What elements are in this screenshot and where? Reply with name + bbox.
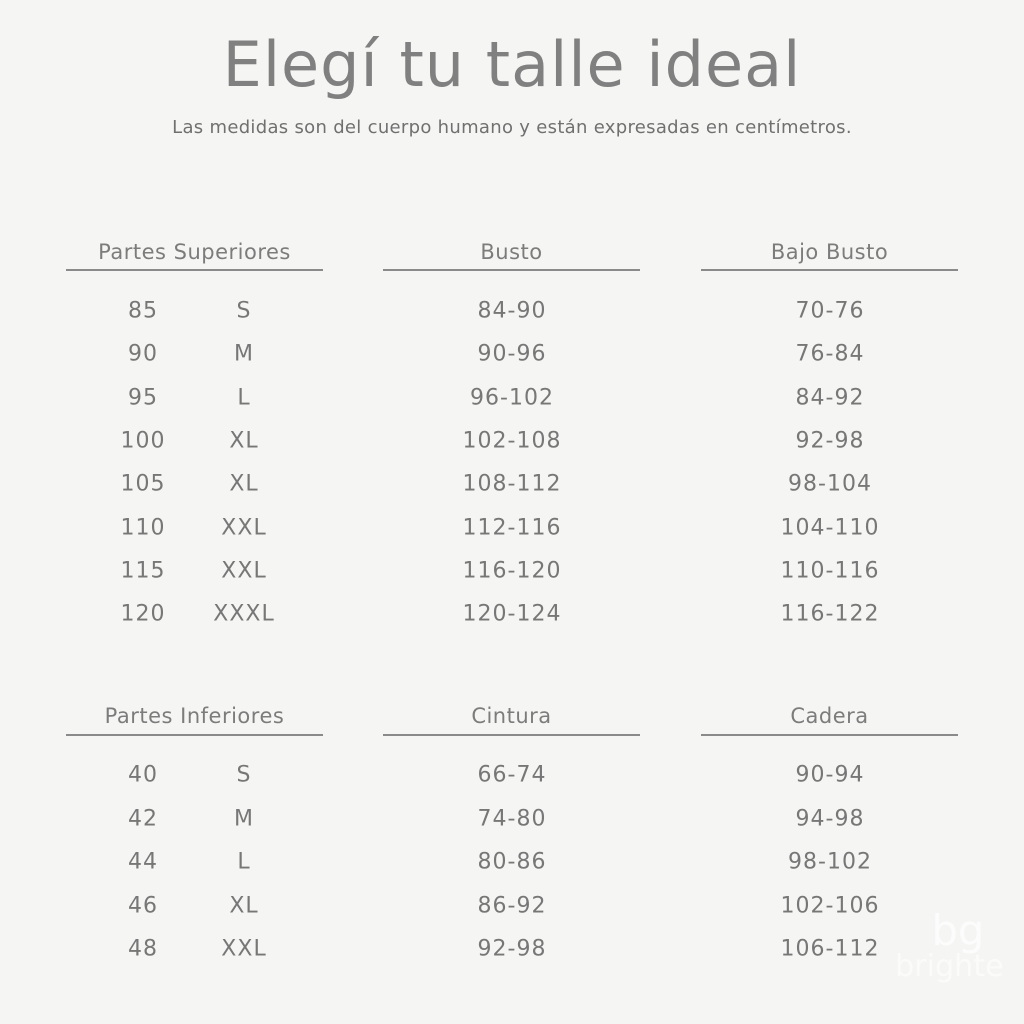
upper-row-7-size-letter: XXXL	[213, 601, 275, 627]
lower-row-2-size-letter: L	[237, 849, 251, 875]
upper-row-1-measure-1: 90-96	[477, 341, 547, 367]
lower-header-1: Cintura	[471, 704, 552, 728]
upper-row-4-measure-1: 108-112	[462, 471, 562, 497]
upper-row-7-measure-2: 116-122	[780, 601, 880, 627]
upper-row-4-measure-2: 98-104	[788, 471, 872, 497]
lower-row-3-measure-2: 102-106	[780, 893, 880, 918]
upper-row-5-size-letter: XXL	[221, 515, 267, 540]
upper-row-0-size-letter: S	[236, 298, 252, 324]
header-divider	[66, 734, 323, 736]
lower-row-3-size-number: 46	[128, 893, 158, 918]
header-divider	[383, 734, 640, 736]
upper-header-0: Partes Superiores	[98, 240, 291, 264]
upper-row-4-size-number: 105	[120, 471, 166, 497]
lower-row-4-size-letter: XXL	[221, 936, 267, 962]
lower-row-2-measure-2: 98-102	[788, 849, 872, 875]
lower-row-4-size-number: 48	[128, 936, 158, 962]
upper-row-3-measure-1: 102-108	[462, 428, 562, 454]
upper-row-0-size-number: 85	[128, 298, 158, 324]
svg-text:brighte: brighte	[895, 949, 1004, 984]
upper-row-6-size-number: 115	[120, 558, 166, 584]
lower-row-2-measure-1: 80-86	[477, 849, 547, 875]
upper-row-5-size-number: 110	[120, 515, 166, 540]
upper-row-6-measure-1: 116-120	[462, 558, 562, 584]
upper-row-3-size-number: 100	[120, 428, 166, 454]
upper-row-0-measure-2: 70-76	[795, 298, 865, 324]
upper-row-7-measure-1: 120-124	[462, 601, 562, 627]
upper-row-2-size-number: 95	[128, 385, 158, 411]
lower-row-0-size-number: 40	[128, 762, 158, 788]
lower-row-0-measure-2: 90-94	[795, 762, 865, 788]
lower-row-2-size-number: 44	[128, 849, 158, 875]
lower-row-4-measure-2: 106-112	[780, 936, 880, 962]
upper-row-2-measure-2: 84-92	[795, 385, 865, 411]
upper-row-2-size-letter: L	[237, 385, 251, 411]
lower-row-4-measure-1: 92-98	[477, 936, 547, 962]
upper-row-1-size-number: 90	[128, 341, 158, 367]
lower-row-0-size-letter: S	[236, 762, 252, 788]
upper-row-7-size-number: 120	[120, 601, 166, 627]
svg-text:bg: bg	[931, 906, 984, 955]
lower-row-3-measure-1: 86-92	[477, 893, 547, 918]
brand-watermark-logo: bg brighte	[895, 906, 1004, 984]
upper-row-6-measure-2: 110-116	[780, 558, 880, 584]
lower-row-1-measure-1: 74-80	[477, 806, 547, 831]
lower-row-0-measure-1: 66-74	[477, 762, 547, 788]
lower-row-1-size-number: 42	[128, 806, 158, 831]
upper-row-6-size-letter: XXL	[221, 558, 267, 584]
header-divider	[701, 269, 958, 271]
page-subtitle: Las medidas son del cuerpo humano y está…	[172, 117, 852, 138]
upper-header-2: Bajo Busto	[770, 240, 889, 264]
upper-row-0-measure-1: 84-90	[477, 298, 547, 324]
lower-row-3-size-letter: XL	[229, 893, 259, 918]
lower-row-1-measure-2: 94-98	[795, 806, 865, 831]
lower-row-1-size-letter: M	[234, 806, 254, 831]
header-divider	[66, 269, 323, 271]
upper-row-5-measure-2: 104-110	[780, 515, 880, 540]
page-title: Elegí tu talle ideal	[222, 28, 802, 101]
upper-header-1: Busto	[480, 240, 543, 264]
upper-row-3-measure-2: 92-98	[795, 428, 865, 454]
upper-row-4-size-letter: XL	[229, 471, 259, 497]
upper-row-1-size-letter: M	[234, 341, 254, 367]
upper-row-2-measure-1: 96-102	[470, 385, 554, 411]
lower-header-0: Partes Inferiores	[104, 704, 285, 728]
upper-row-1-measure-2: 76-84	[795, 341, 865, 367]
lower-header-2: Cadera	[790, 704, 869, 728]
upper-row-5-measure-1: 112-116	[462, 515, 562, 540]
header-divider	[383, 269, 640, 271]
upper-row-3-size-letter: XL	[229, 428, 259, 454]
header-divider	[701, 734, 958, 736]
